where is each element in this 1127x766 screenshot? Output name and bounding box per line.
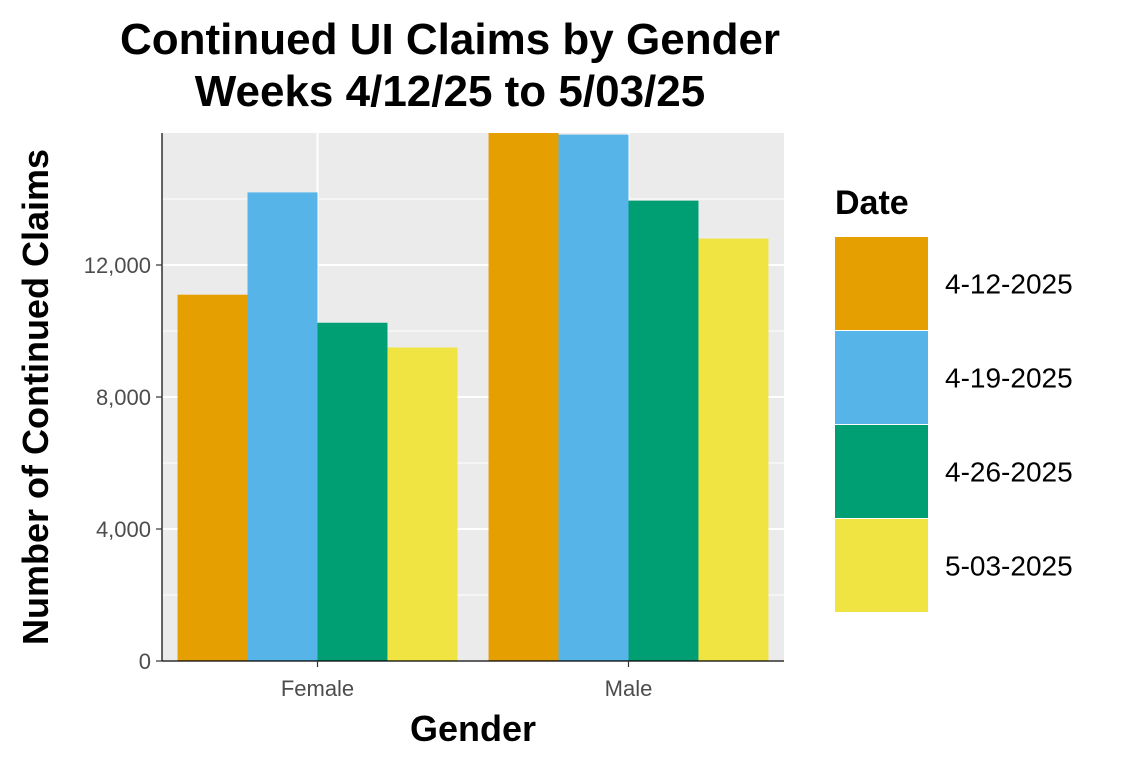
bar	[558, 134, 629, 661]
bar	[628, 200, 699, 661]
bar	[488, 133, 559, 661]
x-axis-label: Gender	[410, 708, 536, 749]
bar	[387, 347, 458, 661]
bar	[247, 192, 318, 661]
y-axis-ticks: 0 4,000 8,000 12,000	[84, 253, 162, 674]
y-tick-label: 4,000	[96, 517, 151, 542]
y-tick-label: 8,000	[96, 385, 151, 410]
legend-label: 5-03-2025	[945, 551, 1073, 582]
legend-key	[835, 237, 928, 330]
legend-label: 4-12-2025	[945, 269, 1073, 300]
bar	[698, 238, 769, 661]
y-axis-label: Number of Continued Claims	[15, 149, 56, 645]
bars	[177, 133, 769, 661]
chart-title-line-2: Weeks 4/12/25 to 5/03/25	[194, 67, 706, 116]
y-tick-label: 0	[139, 649, 151, 674]
chart-title: Continued UI Claims by Gender Weeks 4/12…	[60, 14, 840, 118]
legend-key	[835, 519, 928, 612]
bar	[177, 294, 248, 661]
x-axis-ticks: Female Male	[281, 661, 653, 701]
chart-title-line-1: Continued UI Claims by Gender	[119, 15, 781, 64]
x-tick-label: Male	[605, 676, 653, 701]
legend-key	[835, 331, 928, 424]
legend-label: 4-26-2025	[945, 457, 1073, 488]
legend: Date 4-12-2025 4-19-2025 4-26-2025 5-03-202…	[835, 184, 1073, 612]
y-tick-label: 12,000	[84, 253, 151, 278]
x-tick-label: Female	[281, 676, 354, 701]
bar	[317, 322, 388, 661]
legend-items: 4-12-2025 4-19-2025 4-26-2025 5-03-2025	[835, 237, 1073, 612]
legend-title: Date	[835, 184, 909, 222]
legend-key	[835, 425, 928, 518]
legend-label: 4-19-2025	[945, 363, 1073, 394]
